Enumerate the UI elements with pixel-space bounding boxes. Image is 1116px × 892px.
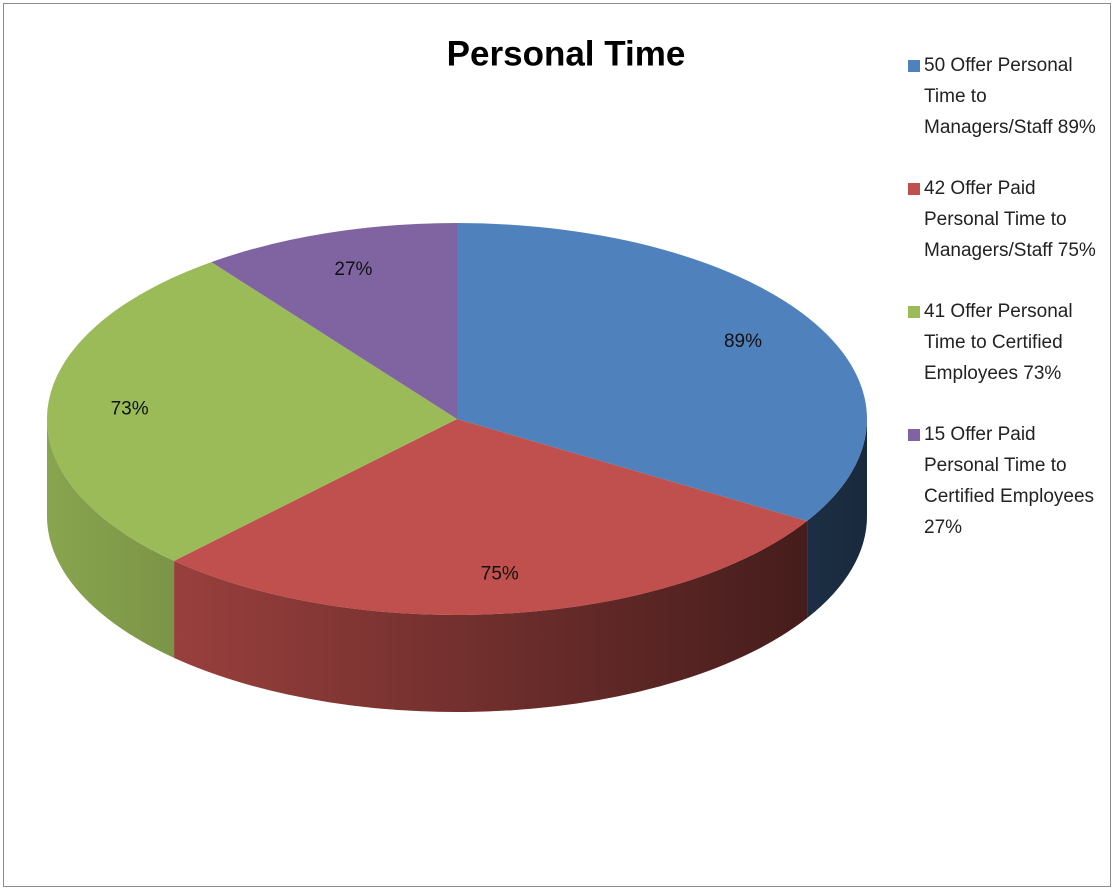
slice-side-shade — [174, 521, 808, 712]
slice-side-shade — [47, 419, 175, 658]
legend: 50 Offer Personal Time to Managers/Staff… — [906, 50, 1106, 573]
pie-slice — [457, 223, 867, 522]
legend-swatch — [908, 183, 920, 195]
data-label: 73% — [111, 399, 149, 420]
pie-slice — [46, 262, 457, 561]
legend-entry: 42 Offer Paid Personal Time to Managers/… — [906, 173, 1104, 266]
pie-slice — [211, 223, 457, 419]
pie-slice — [174, 419, 808, 615]
legend-label: 15 Offer Paid Personal Time to Certified… — [924, 424, 1095, 538]
chart-title: Personal Time — [447, 34, 686, 73]
legend-swatch — [908, 429, 920, 441]
legend-swatch — [908, 60, 920, 72]
data-label: 75% — [481, 563, 519, 584]
legend-entry: 41 Offer Personal Time to Certified Empl… — [906, 296, 1104, 389]
legend-label: 50 Offer Personal Time to Managers/Staff… — [924, 55, 1096, 138]
legend-swatch — [908, 306, 920, 318]
data-label: 89% — [724, 331, 762, 352]
legend-entry: 50 Offer Personal Time to Managers/Staff… — [906, 50, 1104, 143]
chart-frame — [3, 3, 1111, 887]
data-label: 27% — [334, 259, 372, 280]
legend-entry: 15 Offer Paid Personal Time to Certified… — [906, 419, 1104, 543]
slice-side-shade — [807, 419, 867, 619]
legend-label: 41 Offer Personal Time to Certified Empl… — [924, 301, 1073, 384]
legend-label: 42 Offer Paid Personal Time to Managers/… — [924, 178, 1096, 261]
